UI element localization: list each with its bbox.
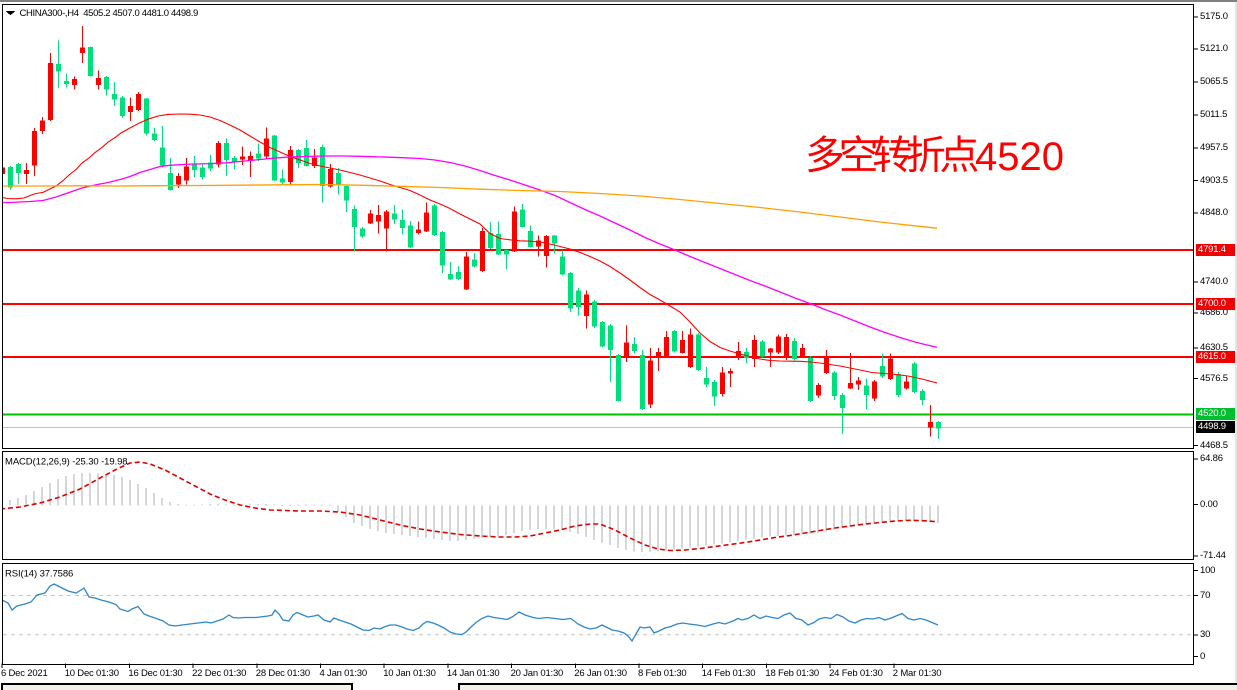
svg-text:CHINA300-,H4 4505.2 4507.0 44: CHINA300-,H4 4505.2 4507.0 4481.0 4498.9 [20, 8, 198, 19]
svg-text:MACD(12,26,9) -25.30 -19.98: MACD(12,26,9) -25.30 -19.98 [5, 457, 127, 468]
svg-text:RSI(14) 37.7586: RSI(14) 37.7586 [5, 569, 73, 580]
svg-text:4520: 4520 [975, 135, 1064, 179]
